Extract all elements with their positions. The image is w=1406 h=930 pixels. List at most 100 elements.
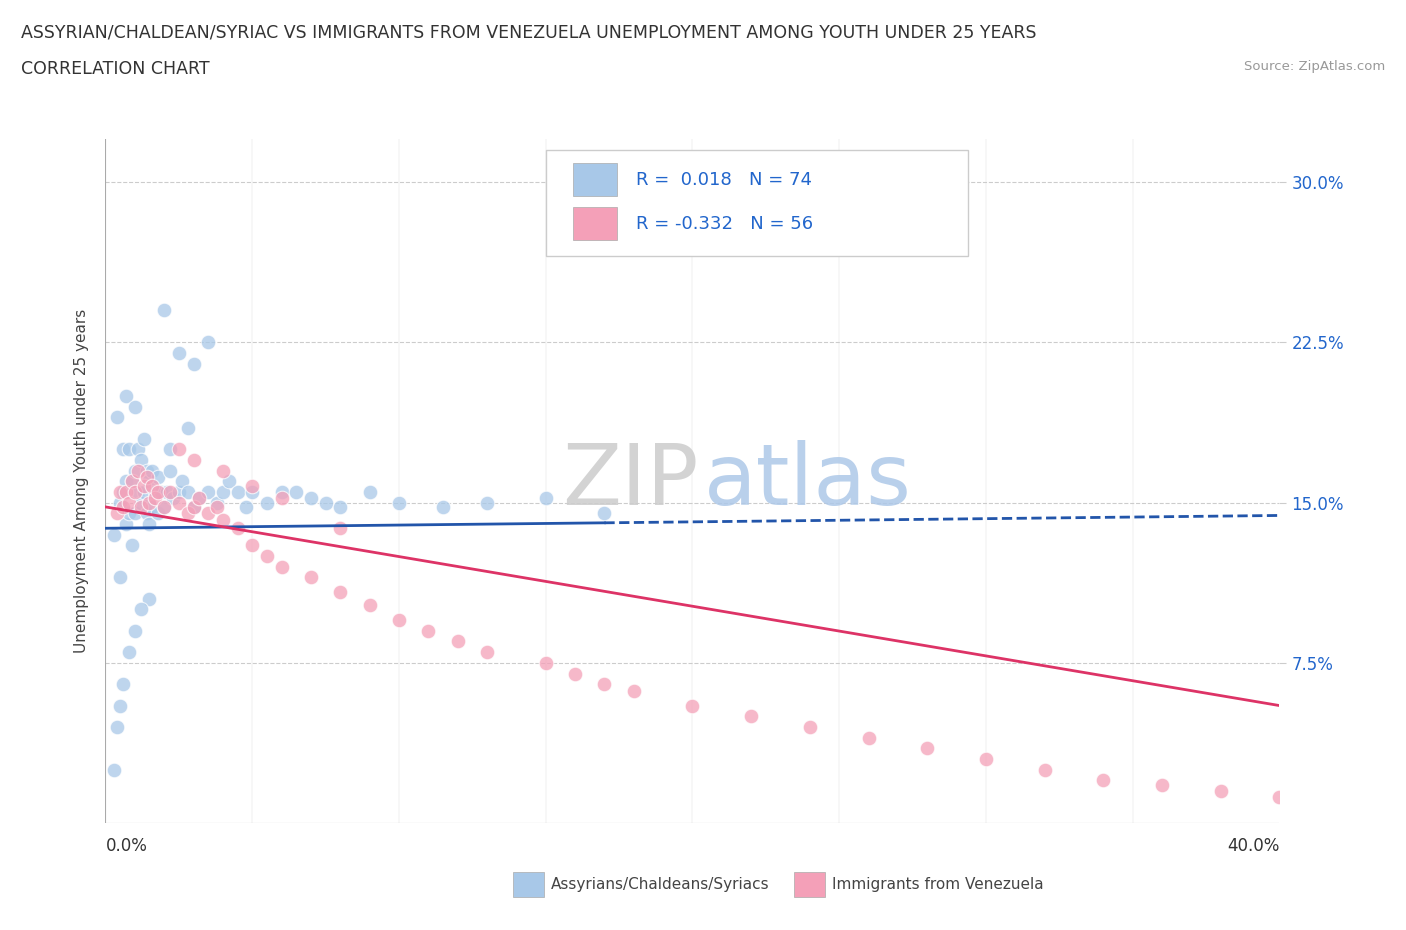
Bar: [572, 207, 617, 240]
Point: [135, 470, 157, 485]
Point: [132, 485, 155, 499]
Point: [167, 346, 190, 361]
Point: [127, 442, 149, 457]
Point: [150, 485, 173, 499]
Point: [143, 485, 166, 499]
Text: Immigrants from Venezuela: Immigrants from Venezuela: [832, 877, 1045, 892]
Point: [256, 549, 278, 564]
Point: [115, 474, 138, 489]
Point: [121, 474, 143, 489]
Point: [188, 491, 211, 506]
Point: [1209, 784, 1232, 799]
Point: [124, 463, 146, 478]
Point: [156, 485, 179, 499]
Point: [359, 485, 381, 499]
Point: [799, 720, 821, 735]
Point: [359, 598, 381, 613]
Point: [388, 613, 411, 628]
Point: [176, 506, 198, 521]
Text: 40.0%: 40.0%: [1227, 837, 1279, 855]
Point: [108, 485, 131, 499]
Point: [103, 527, 125, 542]
Point: [534, 491, 557, 506]
Point: [623, 684, 645, 698]
Point: [240, 485, 263, 499]
Point: [124, 485, 146, 499]
Point: [211, 512, 233, 527]
Point: [211, 463, 233, 478]
Point: [132, 478, 155, 493]
Text: 0.0%: 0.0%: [105, 837, 148, 855]
Point: [218, 474, 240, 489]
Point: [270, 559, 292, 574]
Point: [183, 499, 205, 514]
Text: ZIP: ZIP: [562, 440, 699, 523]
Text: atlas: atlas: [704, 440, 912, 523]
Point: [240, 538, 263, 552]
Point: [115, 389, 138, 404]
Point: [108, 698, 131, 713]
Point: [183, 499, 205, 514]
Point: [183, 356, 205, 371]
Point: [138, 516, 160, 531]
Point: [105, 410, 128, 425]
Point: [105, 720, 128, 735]
Point: [740, 709, 762, 724]
Point: [167, 442, 190, 457]
Point: [159, 442, 181, 457]
Point: [121, 538, 143, 552]
Point: [127, 485, 149, 499]
Point: [593, 677, 616, 692]
Point: [112, 485, 135, 499]
Point: [183, 453, 205, 468]
Point: [197, 506, 219, 521]
Point: [682, 698, 704, 713]
Point: [1092, 773, 1115, 788]
Point: [329, 585, 352, 600]
Point: [148, 506, 170, 521]
Point: [197, 335, 219, 350]
Point: [138, 495, 160, 510]
Point: [446, 634, 468, 649]
Point: [138, 474, 160, 489]
Point: [564, 666, 586, 681]
Point: [118, 442, 141, 457]
Point: [1150, 777, 1173, 792]
Point: [129, 499, 152, 514]
Text: ASSYRIAN/CHALDEAN/SYRIAC VS IMMIGRANTS FROM VENEZUELA UNEMPLOYMENT AMONG YOUTH U: ASSYRIAN/CHALDEAN/SYRIAC VS IMMIGRANTS F…: [21, 23, 1036, 41]
Text: Source: ZipAtlas.com: Source: ZipAtlas.com: [1244, 60, 1385, 73]
Point: [148, 485, 170, 499]
Point: [132, 432, 155, 446]
Point: [124, 623, 146, 638]
Point: [170, 474, 193, 489]
Point: [226, 485, 249, 499]
Point: [115, 485, 138, 499]
Point: [299, 570, 322, 585]
Point: [135, 463, 157, 478]
Point: [141, 463, 163, 478]
Text: R = -0.332   N = 56: R = -0.332 N = 56: [636, 215, 813, 232]
Point: [121, 474, 143, 489]
Point: [124, 506, 146, 521]
Point: [315, 495, 337, 510]
Point: [159, 463, 181, 478]
Point: [129, 453, 152, 468]
Point: [432, 499, 454, 514]
Point: [153, 303, 176, 318]
Point: [270, 485, 292, 499]
Point: [129, 602, 152, 617]
Text: Assyrians/Chaldeans/Syriacs: Assyrians/Chaldeans/Syriacs: [551, 877, 769, 892]
Point: [141, 478, 163, 493]
Point: [1033, 763, 1056, 777]
Point: [858, 730, 880, 745]
Point: [1268, 790, 1291, 804]
Point: [108, 570, 131, 585]
Point: [167, 485, 190, 499]
Point: [112, 499, 135, 514]
Point: [205, 499, 228, 514]
Bar: [572, 164, 617, 196]
Point: [974, 751, 997, 766]
Point: [329, 521, 352, 536]
Point: [115, 516, 138, 531]
Point: [226, 521, 249, 536]
